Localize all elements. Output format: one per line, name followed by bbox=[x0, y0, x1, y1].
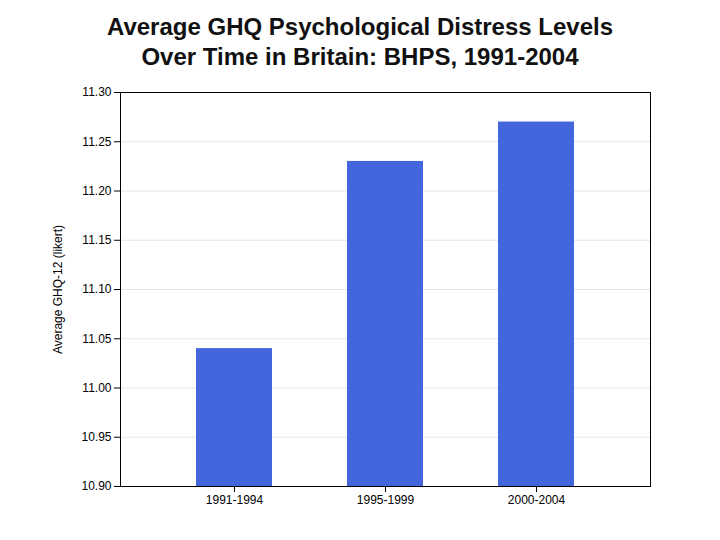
svg-text:11.30: 11.30 bbox=[82, 85, 111, 99]
svg-text:10.90: 10.90 bbox=[81, 479, 111, 493]
svg-text:1991-1994: 1991-1994 bbox=[206, 493, 264, 507]
svg-text:1995-1999: 1995-1999 bbox=[357, 493, 415, 507]
svg-text:Average GHQ-12 (likert): Average GHQ-12 (likert) bbox=[51, 225, 65, 354]
svg-text:10.95: 10.95 bbox=[81, 430, 111, 444]
svg-text:11.00: 11.00 bbox=[82, 381, 111, 395]
svg-text:11.20: 11.20 bbox=[82, 184, 111, 198]
html-text:Over Time in Britain: BHPS, 19: Over Time in Britain: BHPS, 1991-2004 bbox=[141, 43, 579, 70]
svg-text:2000-2004: 2000-2004 bbox=[508, 493, 566, 507]
svg-text:11.25: 11.25 bbox=[82, 135, 111, 149]
html-text:Average GHQ Psychological Dist: Average GHQ Psychological Distress Level… bbox=[107, 13, 613, 40]
svg-text:11.10: 11.10 bbox=[82, 282, 111, 296]
svg-text:11.15: 11.15 bbox=[82, 233, 111, 247]
svg-text:11.05: 11.05 bbox=[82, 332, 111, 346]
